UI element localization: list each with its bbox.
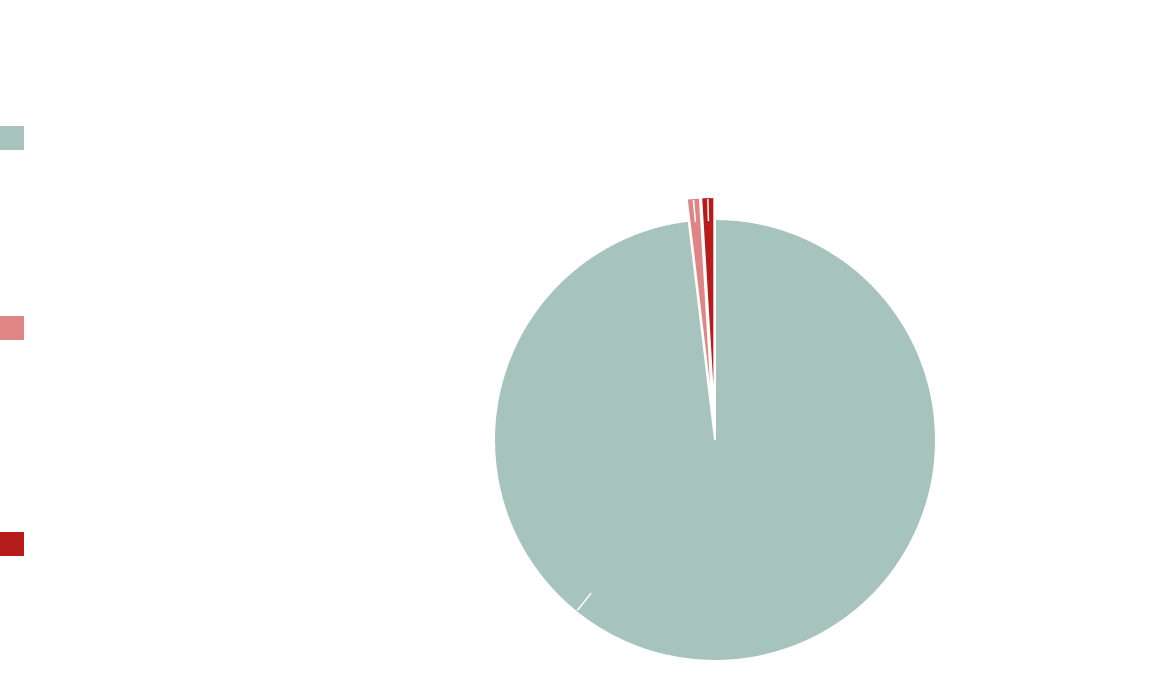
leader-line-1 (576, 592, 592, 611)
leader-line-3 (707, 199, 710, 222)
legend (0, 126, 24, 556)
leader-lines (576, 199, 710, 611)
legend-swatch-3 (0, 532, 24, 556)
pie-slice-2 (685, 196, 715, 419)
pie-slice-1 (493, 217, 938, 662)
pie-slice-3 (700, 196, 716, 419)
legend-swatch-2 (0, 316, 24, 340)
leader-line-2 (692, 199, 697, 222)
legend-swatch-1 (0, 126, 24, 150)
pie-slices (493, 196, 938, 662)
